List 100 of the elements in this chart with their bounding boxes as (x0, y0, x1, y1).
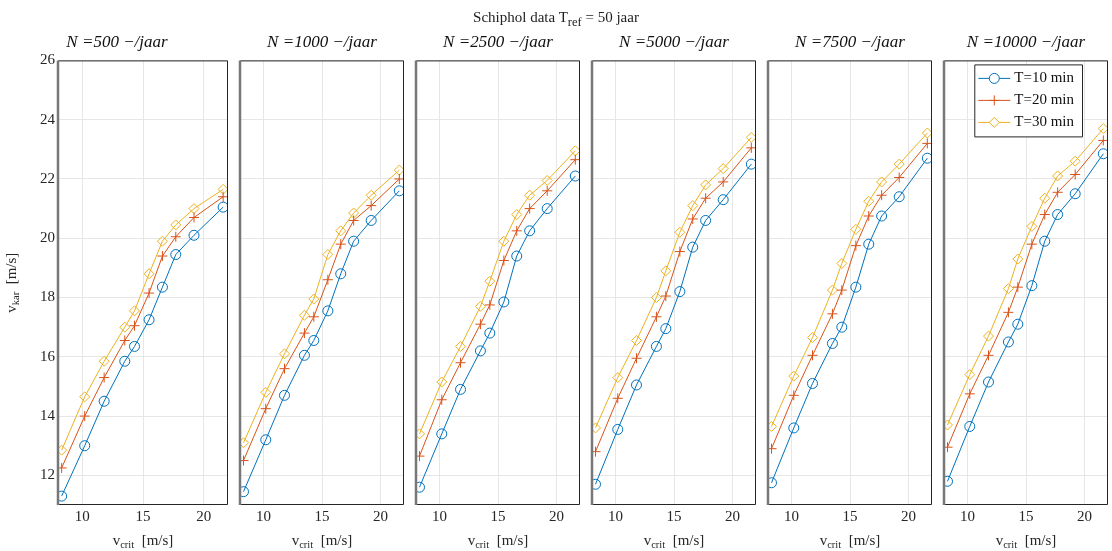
point (348, 235, 360, 247)
point (850, 281, 862, 293)
point (170, 231, 182, 243)
point (279, 389, 291, 401)
legend-label: T=10 min (1014, 69, 1075, 86)
point (188, 229, 200, 241)
chart-title: N =5000 −/jaar (618, 31, 730, 51)
x-tick-label: 10 (783, 507, 799, 524)
point (1012, 281, 1024, 293)
point (944, 475, 954, 487)
chart-title: N =1000 −/jaar (266, 31, 378, 51)
x-tick-label: 15 (1018, 507, 1034, 524)
point (393, 173, 404, 185)
point (308, 293, 320, 305)
point (660, 290, 672, 302)
point (143, 287, 155, 299)
point (79, 410, 91, 422)
point (700, 192, 712, 204)
x-tick-label: 15 (490, 507, 506, 524)
point (1052, 209, 1064, 221)
point (279, 363, 291, 375)
point (1097, 134, 1108, 146)
point (484, 327, 496, 339)
point (674, 226, 686, 238)
x-tick-label: 20 (196, 507, 212, 524)
point (650, 311, 662, 323)
x-tick-label: 10 (431, 507, 447, 524)
point (498, 254, 510, 266)
y-tick-label: 12 (40, 466, 55, 483)
x-tick-label: 10 (607, 507, 623, 524)
point (876, 189, 888, 201)
point (498, 235, 510, 247)
point (98, 372, 110, 384)
point (298, 349, 310, 361)
point (436, 376, 448, 388)
point (348, 207, 360, 219)
point (511, 209, 523, 221)
point (541, 174, 553, 186)
point (1039, 209, 1051, 221)
point (188, 211, 200, 223)
point (687, 213, 699, 225)
point (484, 275, 496, 287)
chart-title: N =10000 −/jaar (965, 31, 1086, 51)
point (129, 305, 140, 317)
point (298, 309, 310, 321)
point (98, 395, 110, 407)
point (983, 349, 995, 361)
point (322, 305, 334, 317)
point (717, 163, 729, 175)
x-tick-label: 15 (842, 507, 858, 524)
x-tick-label: 20 (725, 507, 741, 524)
point (524, 225, 536, 237)
point (569, 145, 580, 157)
point (143, 268, 155, 280)
point (455, 340, 467, 352)
point (1052, 170, 1064, 182)
point (745, 131, 756, 143)
point (863, 238, 875, 250)
point (143, 314, 155, 326)
point (416, 450, 426, 462)
point (524, 203, 536, 215)
point (511, 250, 523, 262)
point (1026, 238, 1038, 250)
point (700, 214, 712, 226)
point (631, 352, 643, 364)
point (921, 127, 932, 139)
point (217, 191, 228, 203)
point (1012, 253, 1024, 265)
point (850, 240, 862, 252)
x-tick-label: 15 (666, 507, 682, 524)
point (1052, 186, 1064, 198)
x-tick-label: 15 (135, 507, 151, 524)
point (893, 158, 905, 170)
point (156, 281, 168, 293)
point (416, 481, 426, 493)
point (836, 284, 848, 296)
point (58, 444, 68, 456)
point (217, 183, 228, 195)
point (592, 478, 602, 490)
point (612, 372, 624, 384)
point (365, 189, 377, 201)
text: Schiphol data T$_{ref}$ = 50 jaar (473, 9, 639, 29)
point (1002, 283, 1014, 295)
point (807, 377, 819, 389)
point (279, 348, 291, 360)
point (876, 176, 888, 188)
y-tick-label: 26 (40, 51, 56, 68)
chart-title: N =2500 −/jaar (442, 31, 554, 51)
point (650, 340, 662, 352)
point (717, 176, 729, 188)
chart-title: N =500 −/jaar (65, 31, 169, 51)
point (455, 383, 467, 395)
y-tick-label: 24 (40, 110, 56, 127)
y-tick-label: 16 (40, 347, 56, 364)
point (260, 434, 272, 446)
point (129, 320, 140, 332)
point (188, 203, 200, 215)
point (1026, 280, 1038, 292)
point (660, 323, 672, 335)
point (569, 154, 580, 166)
